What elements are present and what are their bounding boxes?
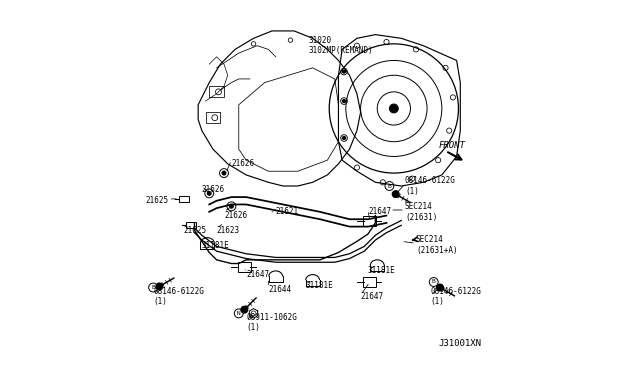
Text: 21647: 21647 (246, 270, 269, 279)
Circle shape (207, 192, 211, 195)
Text: 21625: 21625 (184, 226, 207, 235)
Circle shape (156, 283, 163, 290)
Text: 21626: 21626 (224, 211, 247, 220)
Circle shape (342, 137, 346, 140)
Circle shape (389, 104, 398, 113)
Text: 08146-6122G
(1): 08146-6122G (1) (154, 287, 205, 307)
Circle shape (222, 171, 226, 175)
Text: 21621: 21621 (276, 207, 299, 217)
Text: 31181E: 31181E (202, 241, 230, 250)
Text: 31181E: 31181E (305, 281, 333, 290)
Text: 31020
3102MP(REMAND): 31020 3102MP(REMAND) (309, 36, 374, 55)
Text: SEC214
(21631): SEC214 (21631) (405, 202, 437, 222)
Text: 21626: 21626 (202, 185, 225, 194)
Circle shape (230, 205, 233, 208)
Text: 08146-6122G
(1): 08146-6122G (1) (431, 287, 482, 307)
Text: B: B (151, 285, 155, 290)
Text: 21644: 21644 (268, 285, 291, 294)
Circle shape (392, 191, 399, 198)
Text: 08911-1062G
(1): 08911-1062G (1) (246, 313, 297, 332)
Circle shape (241, 307, 248, 313)
Text: B: B (388, 183, 391, 189)
Text: 31181E: 31181E (368, 266, 396, 275)
Text: J31001XN: J31001XN (438, 340, 481, 349)
Text: 21625: 21625 (145, 196, 168, 205)
Circle shape (342, 100, 346, 103)
Text: SEC214
(21631+A): SEC214 (21631+A) (416, 235, 458, 255)
Circle shape (342, 70, 346, 73)
Text: FRONT: FRONT (438, 141, 465, 150)
Text: 21626: 21626 (232, 159, 255, 169)
Text: B: B (432, 279, 436, 285)
Text: N: N (237, 311, 241, 316)
Text: 08146-6122G
(1): 08146-6122G (1) (405, 176, 456, 196)
Text: 21623: 21623 (216, 226, 240, 235)
Circle shape (436, 284, 444, 291)
Text: 21647: 21647 (360, 292, 384, 301)
Text: 21647: 21647 (368, 207, 391, 217)
